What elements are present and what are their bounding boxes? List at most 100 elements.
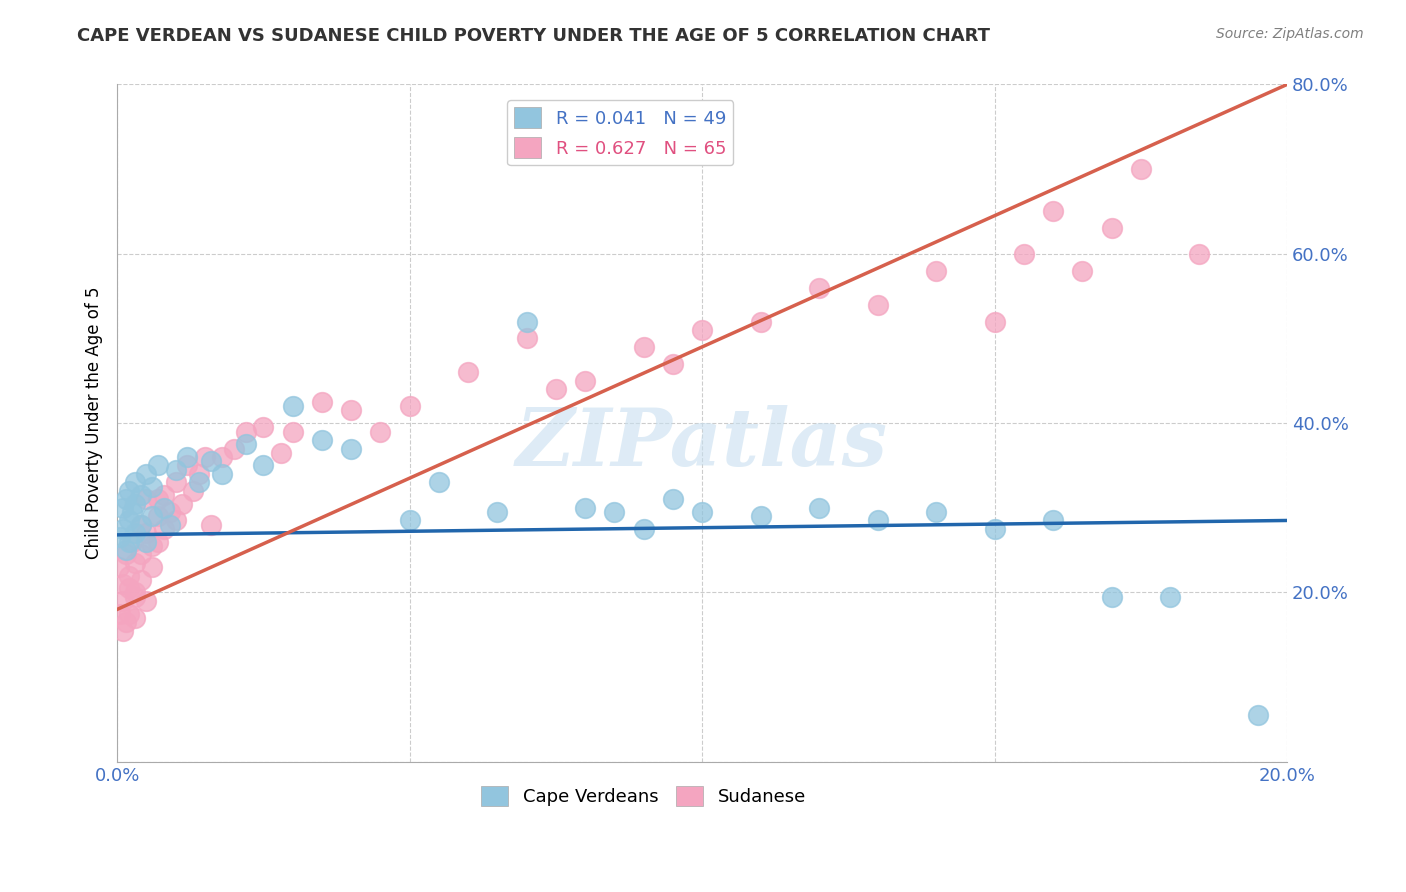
Point bbox=[281, 399, 304, 413]
Point bbox=[866, 513, 889, 527]
Point bbox=[115, 543, 138, 558]
Point bbox=[340, 403, 363, 417]
Point bbox=[170, 497, 193, 511]
Point bbox=[124, 590, 146, 604]
Point bbox=[1129, 162, 1152, 177]
Point bbox=[983, 314, 1005, 328]
Point bbox=[135, 534, 157, 549]
Point bbox=[124, 497, 146, 511]
Point bbox=[165, 475, 187, 490]
Point bbox=[925, 505, 948, 519]
Point bbox=[165, 513, 187, 527]
Point bbox=[176, 450, 198, 464]
Point bbox=[121, 534, 143, 549]
Point bbox=[1247, 708, 1270, 723]
Point bbox=[146, 509, 169, 524]
Point bbox=[124, 475, 146, 490]
Point bbox=[112, 594, 135, 608]
Point bbox=[135, 526, 157, 541]
Point bbox=[118, 581, 141, 595]
Point bbox=[211, 450, 233, 464]
Point bbox=[153, 522, 176, 536]
Legend: Cape Verdeans, Sudanese: Cape Verdeans, Sudanese bbox=[474, 779, 813, 814]
Point bbox=[118, 483, 141, 498]
Point bbox=[118, 534, 141, 549]
Point bbox=[124, 556, 146, 570]
Point bbox=[146, 458, 169, 473]
Point bbox=[118, 513, 141, 527]
Point bbox=[188, 475, 211, 490]
Point bbox=[633, 340, 655, 354]
Point bbox=[1188, 246, 1211, 260]
Point bbox=[544, 382, 567, 396]
Point bbox=[235, 425, 257, 439]
Point bbox=[200, 517, 222, 532]
Point bbox=[1101, 590, 1123, 604]
Point bbox=[108, 607, 131, 621]
Point bbox=[270, 446, 292, 460]
Point bbox=[983, 522, 1005, 536]
Point bbox=[866, 297, 889, 311]
Point bbox=[516, 331, 538, 345]
Point bbox=[176, 458, 198, 473]
Point bbox=[141, 560, 163, 574]
Point bbox=[370, 425, 392, 439]
Point bbox=[188, 467, 211, 481]
Point bbox=[662, 357, 685, 371]
Point bbox=[141, 480, 163, 494]
Point bbox=[690, 323, 713, 337]
Y-axis label: Child Poverty Under the Age of 5: Child Poverty Under the Age of 5 bbox=[86, 287, 103, 559]
Point bbox=[749, 509, 772, 524]
Point bbox=[129, 517, 152, 532]
Text: Source: ZipAtlas.com: Source: ZipAtlas.com bbox=[1216, 27, 1364, 41]
Point bbox=[112, 500, 135, 515]
Point bbox=[690, 505, 713, 519]
Point bbox=[398, 399, 420, 413]
Point bbox=[112, 577, 135, 591]
Point bbox=[516, 314, 538, 328]
Point bbox=[925, 263, 948, 277]
Point bbox=[129, 547, 152, 561]
Point bbox=[146, 534, 169, 549]
Text: CAPE VERDEAN VS SUDANESE CHILD POVERTY UNDER THE AGE OF 5 CORRELATION CHART: CAPE VERDEAN VS SUDANESE CHILD POVERTY U… bbox=[77, 27, 990, 45]
Point bbox=[118, 568, 141, 582]
Point bbox=[457, 365, 479, 379]
Point bbox=[1159, 590, 1181, 604]
Point bbox=[486, 505, 509, 519]
Point bbox=[118, 607, 141, 621]
Point bbox=[112, 522, 135, 536]
Point bbox=[108, 560, 131, 574]
Point bbox=[398, 513, 420, 527]
Point bbox=[252, 420, 274, 434]
Point bbox=[211, 467, 233, 481]
Point bbox=[124, 526, 146, 541]
Point bbox=[153, 500, 176, 515]
Point bbox=[115, 492, 138, 507]
Point bbox=[159, 517, 181, 532]
Point bbox=[1042, 513, 1064, 527]
Point bbox=[1042, 204, 1064, 219]
Point bbox=[311, 433, 333, 447]
Point bbox=[135, 594, 157, 608]
Point bbox=[124, 611, 146, 625]
Point bbox=[340, 442, 363, 456]
Point bbox=[235, 437, 257, 451]
Point bbox=[749, 314, 772, 328]
Point bbox=[252, 458, 274, 473]
Point bbox=[141, 509, 163, 524]
Point bbox=[281, 425, 304, 439]
Point bbox=[1101, 221, 1123, 235]
Point bbox=[129, 517, 152, 532]
Point bbox=[574, 374, 596, 388]
Text: ZIPatlas: ZIPatlas bbox=[516, 405, 889, 483]
Point bbox=[124, 585, 146, 599]
Point bbox=[1071, 263, 1094, 277]
Point bbox=[108, 530, 131, 544]
Point bbox=[129, 573, 152, 587]
Point bbox=[135, 492, 157, 507]
Point bbox=[427, 475, 450, 490]
Point bbox=[159, 505, 181, 519]
Point bbox=[311, 395, 333, 409]
Point bbox=[181, 483, 204, 498]
Point bbox=[121, 505, 143, 519]
